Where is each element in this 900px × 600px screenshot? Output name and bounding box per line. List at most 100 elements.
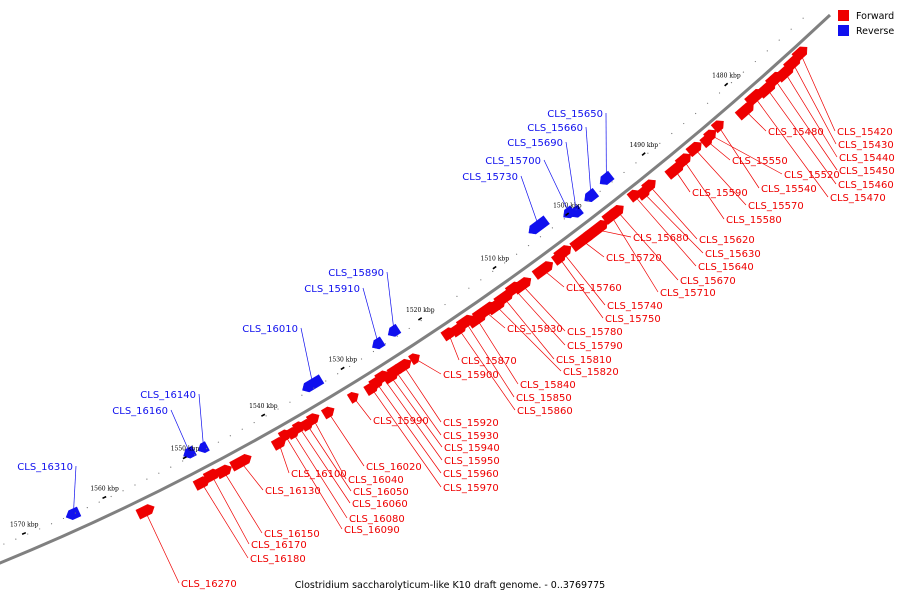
gene-label: CLS_16270 — [181, 579, 237, 590]
gene-leader-line — [278, 442, 290, 474]
gene-leader-line — [513, 288, 566, 346]
tick-label: 1570 kbp — [10, 521, 39, 528]
gene-leader-line — [800, 53, 836, 132]
minor-tick — [98, 501, 100, 503]
minor-tick — [456, 295, 458, 298]
gene-leader-line — [706, 140, 731, 161]
gene-arrow — [270, 436, 287, 451]
gene-label: CLS_16310 — [17, 462, 73, 473]
minor-tick — [301, 394, 303, 396]
gene-label: CLS_15720 — [606, 253, 662, 264]
minor-tick — [313, 387, 315, 389]
gene-label: CLS_15820 — [563, 367, 619, 378]
minor-tick — [241, 428, 243, 430]
legend-forward-label: Forward — [856, 11, 894, 22]
gene-label: CLS_15440 — [839, 153, 895, 164]
minor-tick — [706, 102, 709, 104]
gene-leader-line — [298, 426, 351, 504]
minor-tick — [372, 350, 375, 353]
gene-arrow — [183, 445, 197, 459]
gene-leader-line — [223, 470, 263, 534]
minor-tick — [420, 319, 422, 322]
gene-label: CLS_15660 — [527, 123, 583, 134]
gene-arrow — [65, 506, 82, 521]
gene-leader-line — [616, 210, 679, 281]
gene-leader-line — [211, 475, 250, 545]
tick-mark — [182, 456, 187, 460]
gene-leader-line — [306, 424, 352, 492]
minor-tick — [790, 28, 792, 30]
tick-label: 1480 kbp — [712, 73, 741, 80]
gene-label: CLS_16100 — [291, 469, 347, 480]
gene-leader-line — [458, 328, 516, 411]
gene-arrow — [372, 336, 386, 350]
legend: Forward Reverse — [838, 10, 894, 37]
gene-leader-line — [562, 252, 606, 306]
gene-leader-line — [201, 482, 249, 559]
tick-mark — [102, 495, 107, 500]
minor-tick — [158, 472, 160, 474]
gene-label: CLS_15840 — [520, 380, 576, 391]
gene-label: CLS_15870 — [461, 356, 517, 367]
minor-tick — [635, 162, 637, 164]
gene-leader-line — [683, 159, 725, 220]
minor-tick — [396, 335, 398, 337]
gene-arrow — [734, 102, 754, 121]
gene-label: CLS_15420 — [837, 127, 893, 138]
minor-tick — [348, 365, 351, 368]
gene-leader-line — [284, 434, 343, 530]
gene-label: CLS_15690 — [507, 138, 563, 149]
gene-arrow — [387, 323, 402, 337]
gene-leader-line — [542, 269, 565, 288]
gene-label: CLS_15930 — [443, 431, 499, 442]
gene-leader-line — [774, 78, 838, 171]
leader-layer — [73, 53, 838, 584]
minor-tick — [74, 512, 76, 514]
gene-arrow — [551, 251, 566, 266]
gene-leader-line — [495, 305, 562, 372]
gene-label: CLS_15460 — [838, 180, 894, 191]
tick-label: 1510 kbp — [481, 256, 510, 263]
gene-arrow — [214, 464, 232, 480]
minor-tick — [146, 478, 148, 480]
minor-tick — [539, 236, 542, 238]
gene-label: CLS_15960 — [443, 469, 499, 480]
gene-label: CLS_15730 — [462, 172, 518, 183]
minor-tick — [754, 60, 756, 63]
tick-label: 1500 kbp — [553, 202, 582, 209]
minor-tick — [695, 112, 697, 115]
gene-label: CLS_16140 — [140, 390, 196, 401]
minor-tick — [337, 373, 339, 375]
gene-label: CLS_15430 — [838, 140, 894, 151]
gene-label: CLS_15780 — [567, 327, 623, 338]
gene-arrow — [302, 374, 325, 393]
minor-tick — [516, 253, 518, 255]
gene-arrow — [229, 453, 252, 472]
gene-label: CLS_15680 — [633, 233, 689, 244]
gene-label: CLS_16080 — [349, 514, 405, 525]
gene-arrow — [135, 504, 155, 520]
gene-label: CLS_15940 — [444, 443, 500, 454]
map-caption: Clostridium saccharolyticum-like K10 dra… — [295, 580, 605, 591]
gene-label: CLS_15630 — [705, 249, 761, 260]
minor-tick — [527, 244, 530, 247]
gene-label: CLS_15520 — [784, 170, 840, 181]
minor-tick — [587, 199, 589, 202]
gene-label: CLS_15570 — [748, 201, 804, 212]
gene-leader-line — [73, 465, 77, 514]
gene-leader-line — [503, 297, 555, 360]
gene-label: CLS_15790 — [567, 341, 623, 352]
minor-tick — [253, 421, 255, 424]
gene-leader-line — [382, 376, 443, 461]
minor-tick — [193, 454, 196, 456]
minor-tick — [110, 495, 112, 498]
gene-leader-line — [766, 88, 837, 185]
minor-tick — [325, 380, 327, 382]
tick-mark — [261, 413, 266, 417]
minor-tick — [599, 190, 601, 192]
gene-label: CLS_16150 — [264, 529, 320, 540]
gene-arrow — [599, 170, 615, 185]
gene-label: CLS_16040 — [348, 475, 404, 486]
minor-tick — [170, 466, 172, 468]
gene-leader-line — [144, 510, 180, 584]
